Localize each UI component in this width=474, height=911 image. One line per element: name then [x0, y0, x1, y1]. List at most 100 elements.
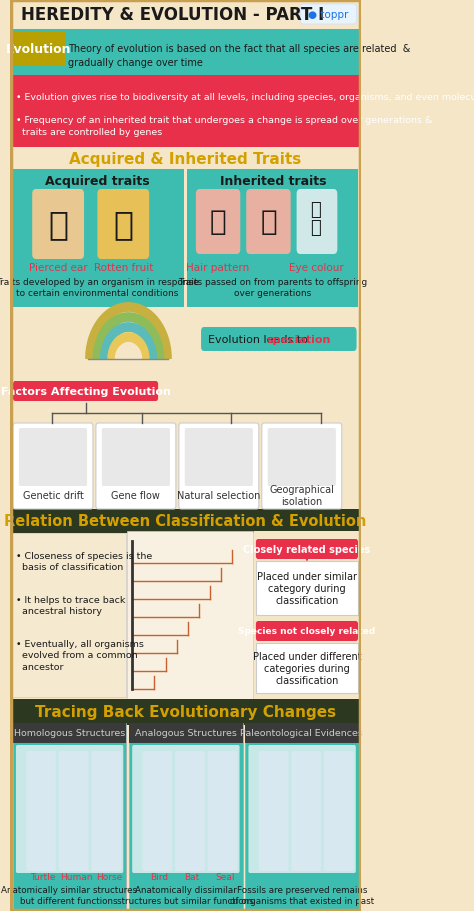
- FancyBboxPatch shape: [10, 30, 361, 76]
- Text: Evolution leads to: Evolution leads to: [209, 334, 312, 344]
- Text: Natural selection: Natural selection: [177, 490, 261, 500]
- Text: Anatomically dissimilar
structures but similar functions: Anatomically dissimilar structures but s…: [117, 885, 254, 905]
- FancyBboxPatch shape: [301, 5, 356, 25]
- FancyBboxPatch shape: [10, 700, 361, 725]
- Text: Fossils are preserved remains
of organisms that existed in past: Fossils are preserved remains of organis…: [230, 885, 374, 905]
- Text: Traits passed on from parents to offspring
over generations: Traits passed on from parents to offspri…: [178, 278, 367, 298]
- FancyBboxPatch shape: [132, 745, 239, 873]
- FancyBboxPatch shape: [246, 723, 359, 911]
- FancyBboxPatch shape: [10, 76, 361, 148]
- FancyBboxPatch shape: [262, 424, 342, 509]
- FancyBboxPatch shape: [32, 189, 84, 260]
- Text: Evolution: Evolution: [5, 43, 71, 56]
- Text: Closely related species: Closely related species: [243, 545, 371, 555]
- Text: Turtle: Turtle: [30, 873, 55, 882]
- FancyBboxPatch shape: [16, 745, 123, 873]
- FancyBboxPatch shape: [11, 534, 126, 697]
- FancyBboxPatch shape: [10, 531, 361, 700]
- FancyBboxPatch shape: [208, 752, 237, 871]
- FancyBboxPatch shape: [13, 723, 126, 743]
- Text: Placed under similar
category during
classification: Placed under similar category during cla…: [257, 571, 357, 606]
- FancyBboxPatch shape: [13, 169, 184, 308]
- FancyBboxPatch shape: [259, 752, 289, 871]
- FancyBboxPatch shape: [248, 745, 356, 873]
- Text: Species not closely related: Species not closely related: [238, 627, 375, 636]
- FancyBboxPatch shape: [91, 752, 121, 871]
- FancyBboxPatch shape: [297, 189, 337, 255]
- Text: Homologous Structures: Homologous Structures: [14, 729, 125, 738]
- Text: 🍌: 🍌: [113, 209, 133, 241]
- FancyBboxPatch shape: [246, 189, 291, 255]
- Text: 👧: 👧: [260, 208, 277, 236]
- Text: Placed under different
categories during
classification: Placed under different categories during…: [253, 650, 361, 686]
- Text: 👧: 👧: [210, 208, 227, 236]
- Text: Acquired traits: Acquired traits: [45, 174, 150, 188]
- Text: 👂: 👂: [48, 209, 68, 241]
- Text: Hair pattern: Hair pattern: [186, 262, 250, 272]
- FancyBboxPatch shape: [13, 424, 93, 509]
- FancyBboxPatch shape: [256, 539, 358, 559]
- Text: • Closeness of species is the
  basis of classification: • Closeness of species is the basis of c…: [16, 551, 152, 572]
- FancyBboxPatch shape: [256, 643, 358, 693]
- FancyBboxPatch shape: [96, 424, 176, 509]
- FancyBboxPatch shape: [10, 148, 361, 169]
- FancyBboxPatch shape: [10, 0, 361, 30]
- Text: Paleontological Evidences: Paleontological Evidences: [240, 729, 363, 738]
- FancyBboxPatch shape: [10, 380, 361, 509]
- FancyBboxPatch shape: [143, 752, 172, 871]
- Text: Geographical
isolation: Geographical isolation: [269, 485, 334, 507]
- Text: • It helps to trace back
  ancestral history: • It helps to trace back ancestral histo…: [16, 596, 125, 616]
- Text: • Eventually, all organisms
  evolved from a common
  ancestor: • Eventually, all organisms evolved from…: [16, 640, 144, 671]
- Text: Traits developed by an organism in response
to certain environmental conditions: Traits developed by an organism in respo…: [0, 278, 199, 298]
- FancyBboxPatch shape: [324, 752, 354, 871]
- Text: Human: Human: [60, 873, 92, 882]
- Text: Factors Affecting Evolution: Factors Affecting Evolution: [0, 386, 171, 396]
- FancyBboxPatch shape: [102, 428, 170, 486]
- FancyBboxPatch shape: [129, 723, 243, 911]
- Text: Anatomically similar structures
but different functions: Anatomically similar structures but diff…: [1, 885, 137, 905]
- FancyBboxPatch shape: [10, 509, 361, 534]
- Text: Inherited traits: Inherited traits: [219, 174, 326, 188]
- FancyBboxPatch shape: [256, 561, 358, 615]
- Text: ● toppr: ● toppr: [308, 10, 348, 20]
- Text: HEREDITY & EVOLUTION - PART I: HEREDITY & EVOLUTION - PART I: [21, 6, 325, 24]
- Text: Theory of evolution is based on the fact that all species are related  &
gradual: Theory of evolution is based on the fact…: [68, 44, 410, 67]
- FancyBboxPatch shape: [26, 752, 56, 871]
- Text: • Evolution gives rise to biodiversity at all levels, including species, organis: • Evolution gives rise to biodiversity a…: [16, 93, 474, 102]
- Text: Relation Between Classification & Evolution: Relation Between Classification & Evolut…: [4, 514, 367, 529]
- Text: Bat: Bat: [184, 873, 200, 882]
- FancyBboxPatch shape: [185, 428, 253, 486]
- FancyBboxPatch shape: [127, 531, 253, 700]
- FancyBboxPatch shape: [13, 382, 158, 402]
- Text: Pierced ear: Pierced ear: [29, 262, 87, 272]
- FancyBboxPatch shape: [187, 169, 358, 308]
- Text: Gene flow: Gene flow: [111, 490, 160, 500]
- Text: Eye colour: Eye colour: [289, 262, 344, 272]
- FancyBboxPatch shape: [175, 752, 205, 871]
- Text: Analogous Structures: Analogous Structures: [135, 729, 237, 738]
- Text: Horse: Horse: [96, 873, 122, 882]
- Text: speciation: speciation: [266, 334, 330, 344]
- Text: Tracing Back Evolutionary Changes: Tracing Back Evolutionary Changes: [35, 705, 336, 720]
- FancyBboxPatch shape: [179, 424, 259, 509]
- FancyBboxPatch shape: [268, 428, 336, 486]
- FancyBboxPatch shape: [201, 328, 356, 352]
- Text: Seal: Seal: [216, 873, 235, 882]
- Text: Genetic drift: Genetic drift: [22, 490, 83, 500]
- FancyBboxPatch shape: [10, 308, 361, 380]
- FancyBboxPatch shape: [129, 723, 243, 743]
- Text: Bird: Bird: [150, 873, 168, 882]
- FancyBboxPatch shape: [246, 723, 359, 743]
- FancyBboxPatch shape: [59, 752, 89, 871]
- FancyBboxPatch shape: [97, 189, 149, 260]
- FancyBboxPatch shape: [13, 723, 126, 911]
- FancyBboxPatch shape: [11, 32, 65, 66]
- Text: 👁️: 👁️: [311, 200, 322, 219]
- Text: • Frequency of an inherited trait that undergoes a change is spread over generat: • Frequency of an inherited trait that u…: [16, 116, 432, 137]
- Text: Rotten fruit: Rotten fruit: [93, 262, 153, 272]
- FancyBboxPatch shape: [19, 428, 87, 486]
- Text: Acquired & Inherited Traits: Acquired & Inherited Traits: [69, 151, 301, 167]
- FancyBboxPatch shape: [292, 752, 321, 871]
- FancyBboxPatch shape: [196, 189, 240, 255]
- FancyBboxPatch shape: [256, 621, 358, 641]
